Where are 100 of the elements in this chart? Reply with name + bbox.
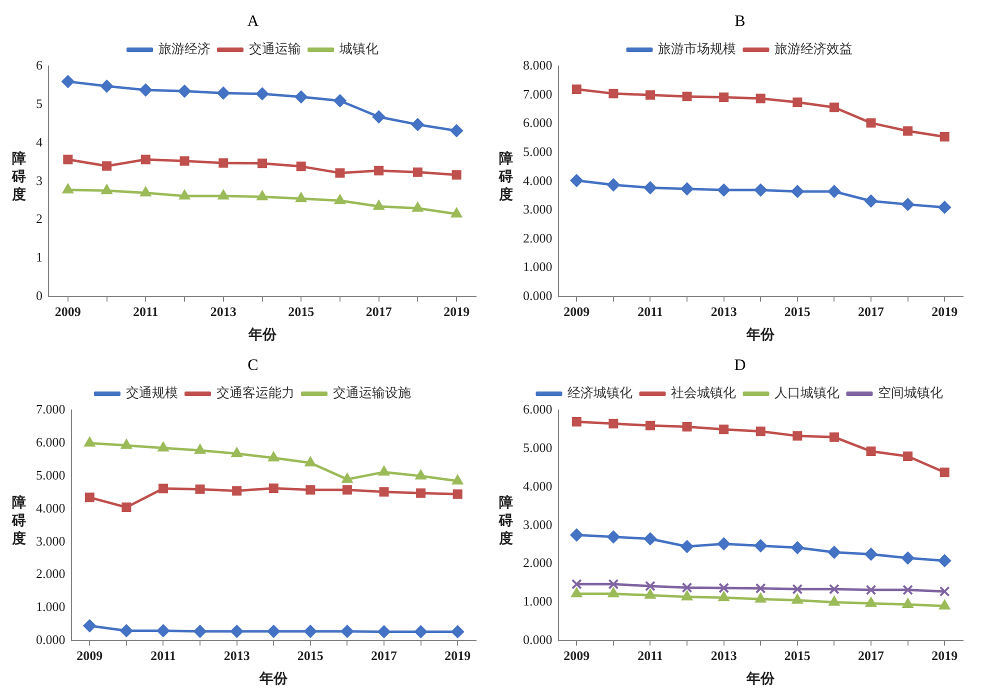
point [682,422,692,432]
y-tick-label: 3 [36,172,42,188]
y-tick-label: 4.000 [36,500,66,516]
point [334,194,346,204]
point [267,624,280,638]
x-tick-label: 2017 [371,648,398,663]
point [828,584,840,594]
point [939,586,950,597]
point [452,489,462,499]
point [450,208,462,218]
point [717,184,730,197]
legend-label: 旅游市场规模 [658,41,736,56]
point [903,126,913,136]
point [102,161,112,171]
y-tick-label: 7.000 [36,402,66,417]
x-tick-label: 2009 [564,648,590,663]
point [268,451,280,462]
x-tick-label: 2017 [366,304,392,319]
legend-label: 空间城镇化 [878,385,943,400]
y-axis-title: 障碍度 [498,151,514,205]
point [340,624,354,638]
point [755,583,766,594]
point [230,624,244,638]
x-tick-label: 2011 [638,304,663,319]
point [231,447,243,458]
point [378,466,390,476]
point [606,530,620,544]
point [718,591,730,602]
point [901,552,914,565]
point [101,184,112,194]
point [902,584,914,596]
chart-title: C [248,356,258,374]
point [194,444,206,454]
point [84,436,96,447]
y-tick-label: 4.000 [523,478,552,494]
point [754,539,768,552]
legend-label: 交通运输设施 [332,385,411,400]
point [719,92,729,102]
point [756,426,766,436]
x-tick-label: 2017 [858,648,885,663]
legend-label: 交通运输 [248,41,301,56]
point [256,87,269,100]
point [306,485,316,495]
point [342,485,352,495]
point [158,442,169,452]
point [866,118,876,128]
y-tick-label: 5.000 [523,440,552,456]
point [180,156,190,166]
point [792,431,802,441]
point [570,174,584,188]
point [938,200,952,214]
x-tick-label: 2015 [784,648,811,663]
legend-label: 人口城镇化 [774,385,840,400]
x-tick-label: 2009 [76,648,104,663]
y-axis-title: 障碍度 [10,495,27,549]
point [63,154,73,164]
x-tick-label: 2011 [150,648,176,663]
legend-label: 旅游经济效益 [774,41,852,56]
y-tick-label: 0.000 [523,288,552,304]
legend-label: 旅游经济 [158,41,210,56]
point [450,124,464,138]
point [645,420,655,430]
x-axis-title: 年份 [746,671,776,688]
point [940,468,950,478]
x-tick-label: 2009 [564,304,590,319]
point [572,416,582,426]
point [120,438,132,449]
point [608,587,620,598]
y-tick-label: 1.000 [523,594,552,609]
point [256,190,268,200]
y-tick-label: 4 [36,134,43,150]
point [792,594,804,604]
point [333,94,346,108]
x-tick-label: 2009 [54,304,82,319]
point [304,456,316,466]
point [829,432,839,442]
chart-title: A [247,12,260,30]
x-tick-label: 2019 [932,648,958,663]
point [829,102,839,112]
y-tick-label: 0.000 [36,632,66,648]
point [379,487,389,497]
point [572,84,582,94]
point [412,202,424,212]
point [100,80,114,93]
x-tick-label: 2015 [784,304,811,319]
point [682,582,692,593]
point [296,162,306,172]
point [373,200,385,210]
y-tick-label: 3.000 [523,202,552,217]
point [120,624,133,638]
point [866,584,876,596]
legend-label: 交通规模 [126,385,178,400]
chart-title: D [734,356,746,374]
y-tick-label: 3.000 [523,516,552,532]
point [412,167,422,177]
point [294,90,308,104]
point [83,619,96,632]
point [570,528,584,542]
x-tick-label: 2013 [710,304,738,319]
point [62,183,74,194]
